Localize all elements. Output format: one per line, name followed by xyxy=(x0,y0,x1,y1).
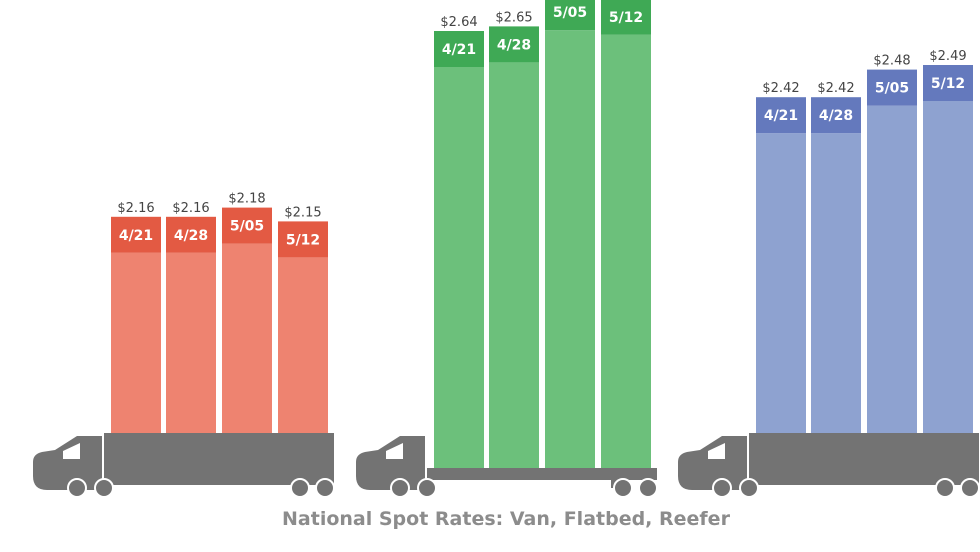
bar: 4/21 $2.64 xyxy=(434,15,484,468)
bar-value-label: $2.64 xyxy=(440,15,477,30)
box-trailer-icon xyxy=(749,433,979,485)
wheel-icon xyxy=(613,478,633,498)
chart-caption: National Spot Rates: Van, Flatbed, Reefe… xyxy=(282,508,730,530)
bar: 5/05 $2.48 xyxy=(867,54,917,433)
bar: 5/12 $2.15 xyxy=(278,205,328,433)
truck-window-icon xyxy=(386,443,403,459)
bar-value-label: $2.16 xyxy=(172,201,209,216)
bar: 4/21 $2.42 xyxy=(756,81,806,433)
bar-cap xyxy=(111,216,161,253)
truck-window-icon xyxy=(708,443,725,459)
wheel-icon xyxy=(67,478,87,498)
bar-date-label: 4/28 xyxy=(174,228,208,244)
wheel-icon xyxy=(290,478,310,498)
bar-body xyxy=(111,252,161,433)
bar-value-label: $2.16 xyxy=(117,201,154,216)
bar-date-label: 5/05 xyxy=(230,219,264,235)
bar-value-label: $2.42 xyxy=(817,81,854,96)
bar: 5/05$2.72 xyxy=(545,0,595,468)
truck-cab-icon xyxy=(356,436,425,490)
bar-date-label: 5/12 xyxy=(609,10,643,26)
bar-date-label: 5/12 xyxy=(931,76,965,92)
flatbed-trailer-icon xyxy=(427,468,657,480)
bar-value-label: $2.18 xyxy=(228,192,265,207)
truck-cab-icon xyxy=(33,436,102,490)
bar-value-label: $2.65 xyxy=(495,10,532,25)
bar-cap xyxy=(489,26,539,63)
bar-body xyxy=(756,133,806,433)
wheel-icon xyxy=(638,478,658,498)
bar: 5/12 $2.49 xyxy=(923,49,973,433)
bar-cap xyxy=(756,97,806,134)
bar-cap xyxy=(166,216,216,253)
bar-value-label: $2.15 xyxy=(284,205,321,220)
bar-cap xyxy=(278,221,328,258)
bar-date-label: 5/05 xyxy=(875,81,909,97)
bar-date-label: 5/12 xyxy=(286,232,320,248)
wheel-icon xyxy=(935,478,955,498)
bar-cap xyxy=(222,207,272,244)
truck-window-icon xyxy=(63,443,80,459)
bar-value-label: $2.42 xyxy=(762,81,799,96)
bar-date-label: 4/28 xyxy=(819,108,853,124)
bar: 4/21 $2.16 xyxy=(111,201,161,433)
wheel-icon xyxy=(417,478,437,498)
bar-body xyxy=(278,257,328,433)
bar-body xyxy=(867,105,917,433)
bar-body xyxy=(601,34,651,469)
bar-body xyxy=(222,243,272,433)
bar: 5/05 $2.18 xyxy=(222,192,272,433)
truck-cab-icon xyxy=(678,436,747,490)
bar: 4/28 $2.65 xyxy=(489,10,539,469)
wheel-icon xyxy=(94,478,114,498)
bar-cap xyxy=(434,31,484,67)
bar-body xyxy=(923,101,973,433)
bar-date-label: 4/21 xyxy=(764,108,798,124)
bar-cap xyxy=(867,69,917,106)
bar-body xyxy=(811,133,861,433)
bar-value-label: $2.48 xyxy=(873,54,910,69)
bar: 4/28 $2.42 xyxy=(811,81,861,433)
bar-cap xyxy=(923,65,973,101)
wheel-icon xyxy=(712,478,732,498)
wheel-icon xyxy=(739,478,759,498)
bar-date-label: 5/05 xyxy=(553,5,587,21)
wheel-icon xyxy=(960,478,980,498)
bar-body xyxy=(434,67,484,468)
bar: 5/12$2.71 xyxy=(601,0,651,469)
bar-date-label: 4/28 xyxy=(497,37,531,53)
bar-cap xyxy=(601,0,651,35)
bar-date-label: 4/21 xyxy=(119,228,153,244)
bar: 4/28 $2.16 xyxy=(166,201,216,433)
wheel-icon xyxy=(315,478,335,498)
bar-cap xyxy=(811,97,861,134)
chart-group-3: 4/21 $2.42 4/28 $2.42 5/05 $2.48 5/12 $2.49 xyxy=(678,49,980,498)
chart-group-1: 4/21 $2.16 4/28 $2.16 5/05 $2.18 5/12 $2.15 xyxy=(33,192,335,498)
wheel-icon xyxy=(390,478,410,498)
chart-group-2: 4/21 $2.64 4/28 $2.65 5/05$2.725/12$2.71 xyxy=(356,0,658,498)
bar-cap xyxy=(545,0,595,31)
bar-value-label: $2.49 xyxy=(929,49,966,64)
bar-body xyxy=(545,30,595,468)
bar-date-label: 4/21 xyxy=(442,42,476,58)
box-trailer-icon xyxy=(104,433,334,485)
bar-body xyxy=(489,62,539,469)
bar-body xyxy=(166,252,216,433)
